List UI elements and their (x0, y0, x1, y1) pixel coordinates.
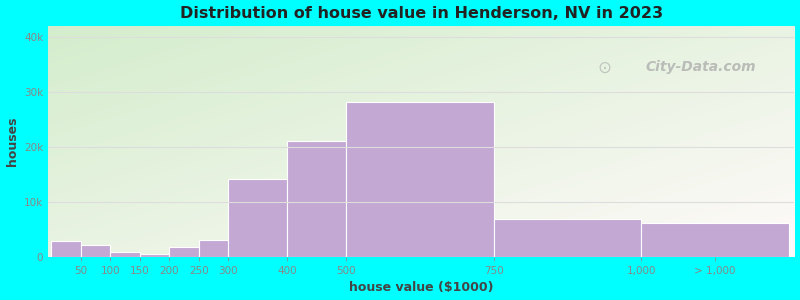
Bar (81, 245, 110, 257)
Y-axis label: houses: houses (6, 117, 18, 166)
Bar (641, 223, 789, 257)
Text: ⊙: ⊙ (598, 58, 611, 76)
X-axis label: house value ($1000): house value ($1000) (349, 281, 494, 294)
Bar (198, 240, 228, 257)
Bar (51, 242, 81, 257)
Title: Distribution of house value in Henderson, NV in 2023: Distribution of house value in Henderson… (180, 6, 663, 21)
Text: City-Data.com: City-Data.com (646, 61, 756, 74)
Bar (494, 220, 641, 257)
Bar (228, 179, 287, 257)
Bar (287, 141, 346, 257)
Bar (346, 102, 494, 257)
Bar (169, 247, 198, 257)
Bar (110, 253, 140, 257)
Bar (140, 254, 169, 257)
